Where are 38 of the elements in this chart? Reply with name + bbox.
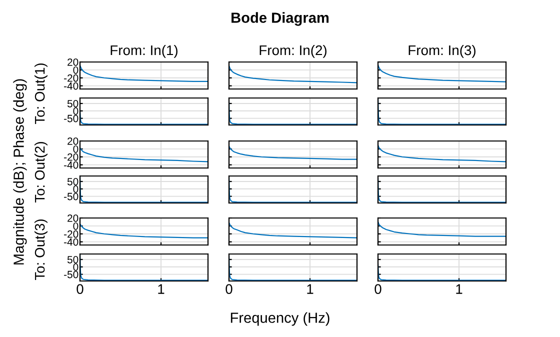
y-tick-label: -50 [64,114,78,122]
line-series [80,65,208,82]
x-tick-label: 1 [307,284,314,294]
y-tick-label: -50 [64,192,78,200]
y-tick-label: 50 [67,178,78,186]
y-tick-label: 50 [67,100,78,108]
y-tick-label: 20 [68,214,78,222]
x-axis-title: Frequency (Hz) [230,312,330,326]
y-tick-label: 0 [73,185,78,193]
y-tick-label: 0 [73,263,78,271]
line-series [80,224,208,238]
y-tick-label: -20 [64,74,78,82]
y-tick-label: -20 [64,230,78,238]
x-tick-label: 0 [374,284,382,294]
x-tick-label: 1 [158,284,164,294]
y-tick-label: 0 [73,66,78,74]
chart-subtitle: From: In(1) [110,44,178,58]
y-tick-label: 20 [68,138,78,145]
y-tick-label: -20 [64,153,78,161]
y-axis-title: To: Out(1) [34,63,48,124]
y-axis-title: To: Out(2) [34,142,48,203]
text: Magnitude (dB); Phase (deg) [13,79,27,264]
chart-subtitle: From: In(2) [260,44,326,58]
y-tick-label: -40 [64,238,78,246]
y-axis-title: To: Out(3) [34,219,48,280]
chart-subtitle: From: In(3) [408,44,476,58]
x-tick-label: 0 [226,284,232,294]
y-tick-label: -50 [64,270,78,278]
y-tick-label: 0 [73,145,78,153]
y-tick-label: -40 [64,161,78,169]
chart-title: Bode Diagram [232,12,329,26]
line-series [80,148,208,162]
y-tick-label: 0 [73,222,78,230]
y-tick-label: 20 [68,58,78,66]
y-tick-label: 0 [73,107,78,115]
y-tick-label: 50 [67,256,78,264]
x-tick-label: 1 [456,284,462,294]
y-tick-label: -40 [64,82,78,90]
